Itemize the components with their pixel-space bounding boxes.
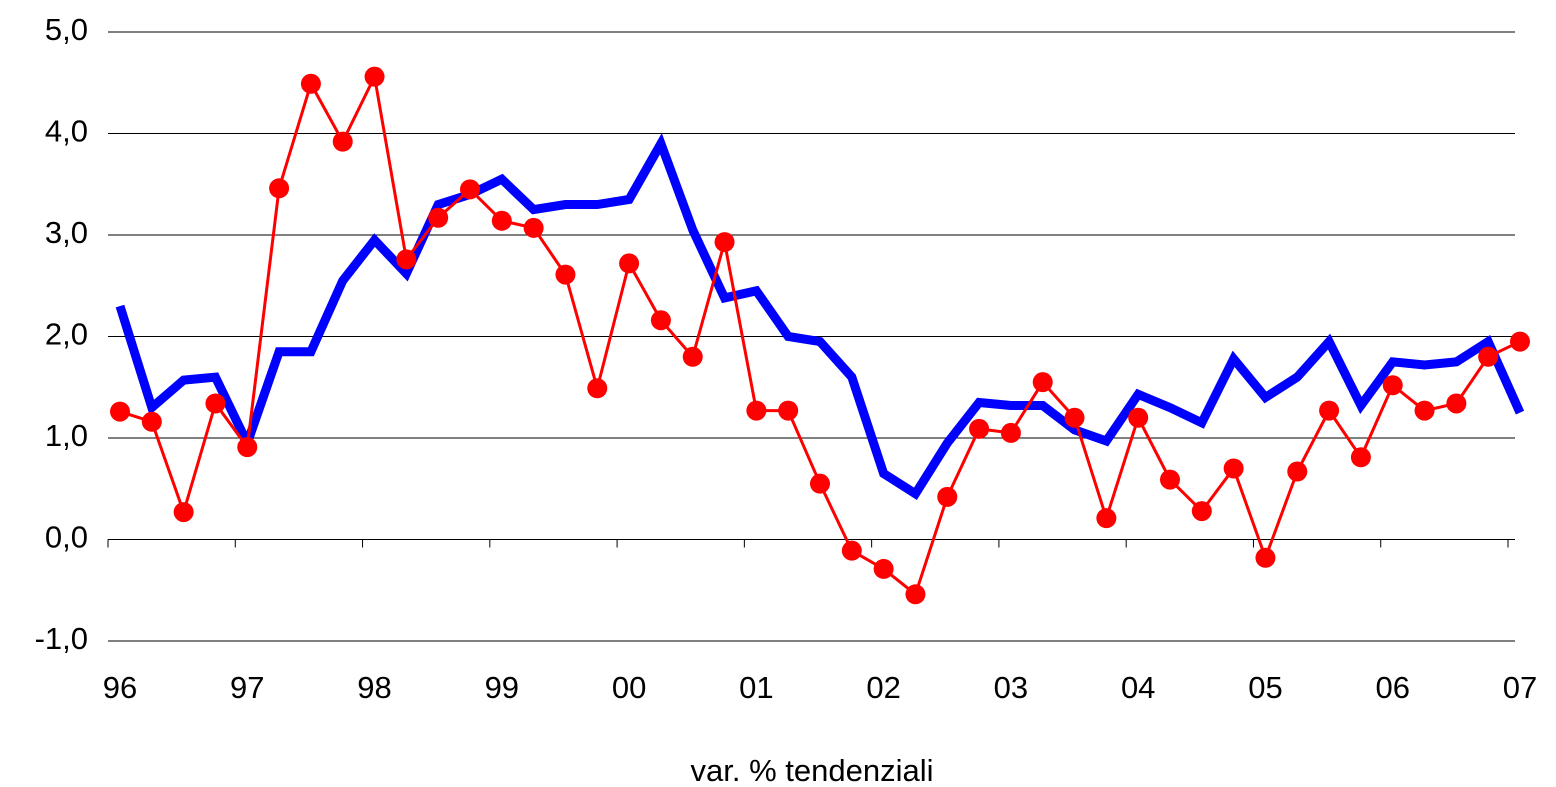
marker [364, 66, 385, 87]
marker [1255, 547, 1276, 568]
marker [1350, 447, 1371, 468]
marker [523, 217, 544, 238]
marker [1510, 331, 1530, 352]
marker [428, 207, 449, 228]
marker [650, 310, 671, 331]
marker [1160, 469, 1180, 490]
y-tick-label: 4,0 [45, 114, 88, 149]
marker [1319, 400, 1340, 421]
marker [937, 486, 958, 507]
y-tick-label: 2,0 [45, 317, 88, 352]
x-tick-label: 99 [485, 670, 519, 705]
marker [1096, 508, 1117, 529]
marker [810, 473, 830, 494]
marker [682, 346, 703, 367]
x-tick-label: 98 [357, 670, 391, 705]
marker [905, 584, 926, 605]
marker [969, 418, 990, 439]
y-tick-label: 3,0 [45, 215, 88, 250]
x-tick-label: 00 [612, 670, 646, 705]
marker [460, 179, 480, 200]
marker [555, 264, 576, 285]
marker [332, 131, 353, 152]
y-tick-label: 5,0 [45, 12, 88, 47]
marker [1032, 372, 1053, 393]
marker [841, 540, 862, 561]
marker [619, 253, 640, 274]
x-tick-label: 02 [866, 670, 900, 705]
x-tick-label: 03 [994, 670, 1028, 705]
marker [300, 73, 321, 94]
marker [141, 411, 162, 432]
x-tick-label: 97 [230, 670, 264, 705]
marker [1191, 501, 1212, 522]
series-line [115, 133, 1525, 501]
x-tick-label: 05 [1248, 670, 1282, 705]
marker [1223, 458, 1244, 479]
x-tick-label: 01 [739, 670, 773, 705]
marker [1478, 346, 1499, 367]
marker [1128, 407, 1149, 428]
x-tick-label: 07 [1503, 670, 1537, 705]
marker [1382, 375, 1403, 396]
marker [778, 400, 799, 421]
marker [714, 232, 735, 253]
y-tick-label: -1,0 [35, 621, 88, 656]
marker [873, 558, 894, 579]
x-axis-label: var. % tendenziali [691, 753, 934, 787]
marker [1064, 407, 1085, 428]
marker [173, 502, 194, 523]
marker [110, 401, 130, 422]
x-tick-label: 96 [103, 670, 137, 705]
marker [1446, 393, 1467, 414]
y-tick-label: 0,0 [45, 520, 88, 555]
y-tick-label: 1,0 [45, 418, 88, 453]
marker [587, 378, 608, 399]
x-tick-label: 04 [1121, 670, 1155, 705]
marker [205, 393, 226, 414]
series-line [119, 71, 1521, 597]
marker [269, 178, 290, 199]
marker [1000, 422, 1021, 443]
marker [491, 210, 512, 231]
marker [1414, 400, 1435, 421]
marker [237, 437, 258, 458]
marker [396, 249, 417, 270]
x-tick-label: 06 [1375, 670, 1409, 705]
marker [1287, 461, 1308, 482]
marker [746, 400, 767, 421]
